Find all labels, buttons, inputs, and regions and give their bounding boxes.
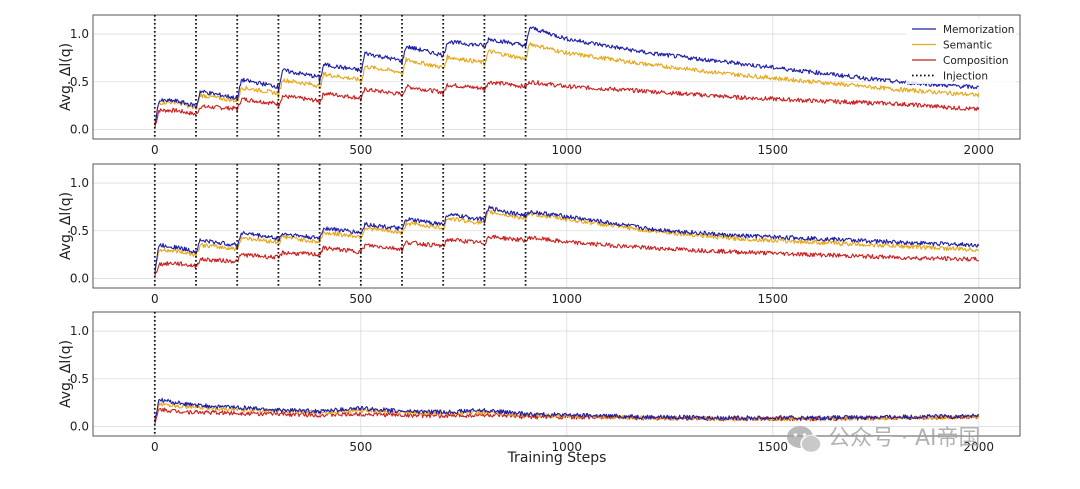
x-tick-label: 500 <box>349 143 372 157</box>
x-axis-title: Training Steps <box>507 450 607 466</box>
x-tick-label: 1500 <box>758 440 789 454</box>
panel-2: 0.0 0.5 1.0 0 500 1000 1500 2000 Avg. Δl(q) <box>58 163 1021 306</box>
panel-3: 0.0 0.5 1.0 0 500 1000 1500 2000 Avg. Δl(q) <box>58 311 1021 454</box>
x-tick-label: 500 <box>349 440 372 454</box>
legend-label-injection: Injection <box>943 71 988 83</box>
series-composition <box>154 80 980 128</box>
watermark: 公众号 · AI帝国 <box>787 426 981 454</box>
x-tick-label: 1000 <box>552 440 583 454</box>
x-tick-label: 0 <box>151 143 159 157</box>
y-axis-title: Avg. Δl(q) <box>58 43 74 111</box>
x-tick-label: 1500 <box>758 143 789 157</box>
y-tick-label: 0.0 <box>70 419 89 433</box>
series-semantic <box>154 209 979 274</box>
y-tick-label: 1.0 <box>70 27 89 41</box>
x-tick-label: 500 <box>349 292 372 306</box>
x-tick-label: 1500 <box>758 292 789 306</box>
y-tick-label: 0.0 <box>70 271 89 285</box>
legend-label-memorization: Memorization <box>943 24 1014 36</box>
series-memorization <box>154 397 980 422</box>
x-tick-label: 2000 <box>964 440 995 454</box>
x-tick-label: 2000 <box>964 292 995 306</box>
y-axis-title: Avg. Δl(q) <box>58 192 74 260</box>
plot-frame <box>92 311 1021 437</box>
y-tick-label: 0.5 <box>70 224 89 238</box>
y-tick-label: 1.0 <box>70 176 89 190</box>
wechat-icon <box>787 426 822 454</box>
y-axis-title: Avg. Δl(q) <box>58 340 74 408</box>
watermark-text: 公众号 · AI帝国 <box>828 426 981 451</box>
legend-label-semantic: Semantic <box>943 40 992 52</box>
y-tick-label: 0.5 <box>70 372 89 386</box>
y-tick-label: 0.5 <box>70 75 89 89</box>
plot-frame <box>92 163 1021 289</box>
plot-frame <box>92 14 1021 140</box>
x-tick-label: 1000 <box>552 143 583 157</box>
x-tick-label: 2000 <box>964 143 995 157</box>
legend-label-composition: Composition <box>943 55 1009 67</box>
series-memorization <box>154 26 979 125</box>
x-tick-label: 1000 <box>552 292 583 306</box>
panel-1: 0.0 0.5 1.0 0 500 1000 1500 2000 Avg. Δl(q) <box>58 14 1021 157</box>
series-memorization <box>154 205 980 274</box>
series-semantic <box>154 42 980 125</box>
x-tick-label: 0 <box>151 440 159 454</box>
series-composition <box>154 234 979 277</box>
x-tick-label: 0 <box>151 292 159 306</box>
legend: Memorization Semantic Composition Injection <box>906 18 1016 84</box>
y-tick-label: 1.0 <box>70 324 89 338</box>
y-tick-label: 0.0 <box>70 122 89 136</box>
